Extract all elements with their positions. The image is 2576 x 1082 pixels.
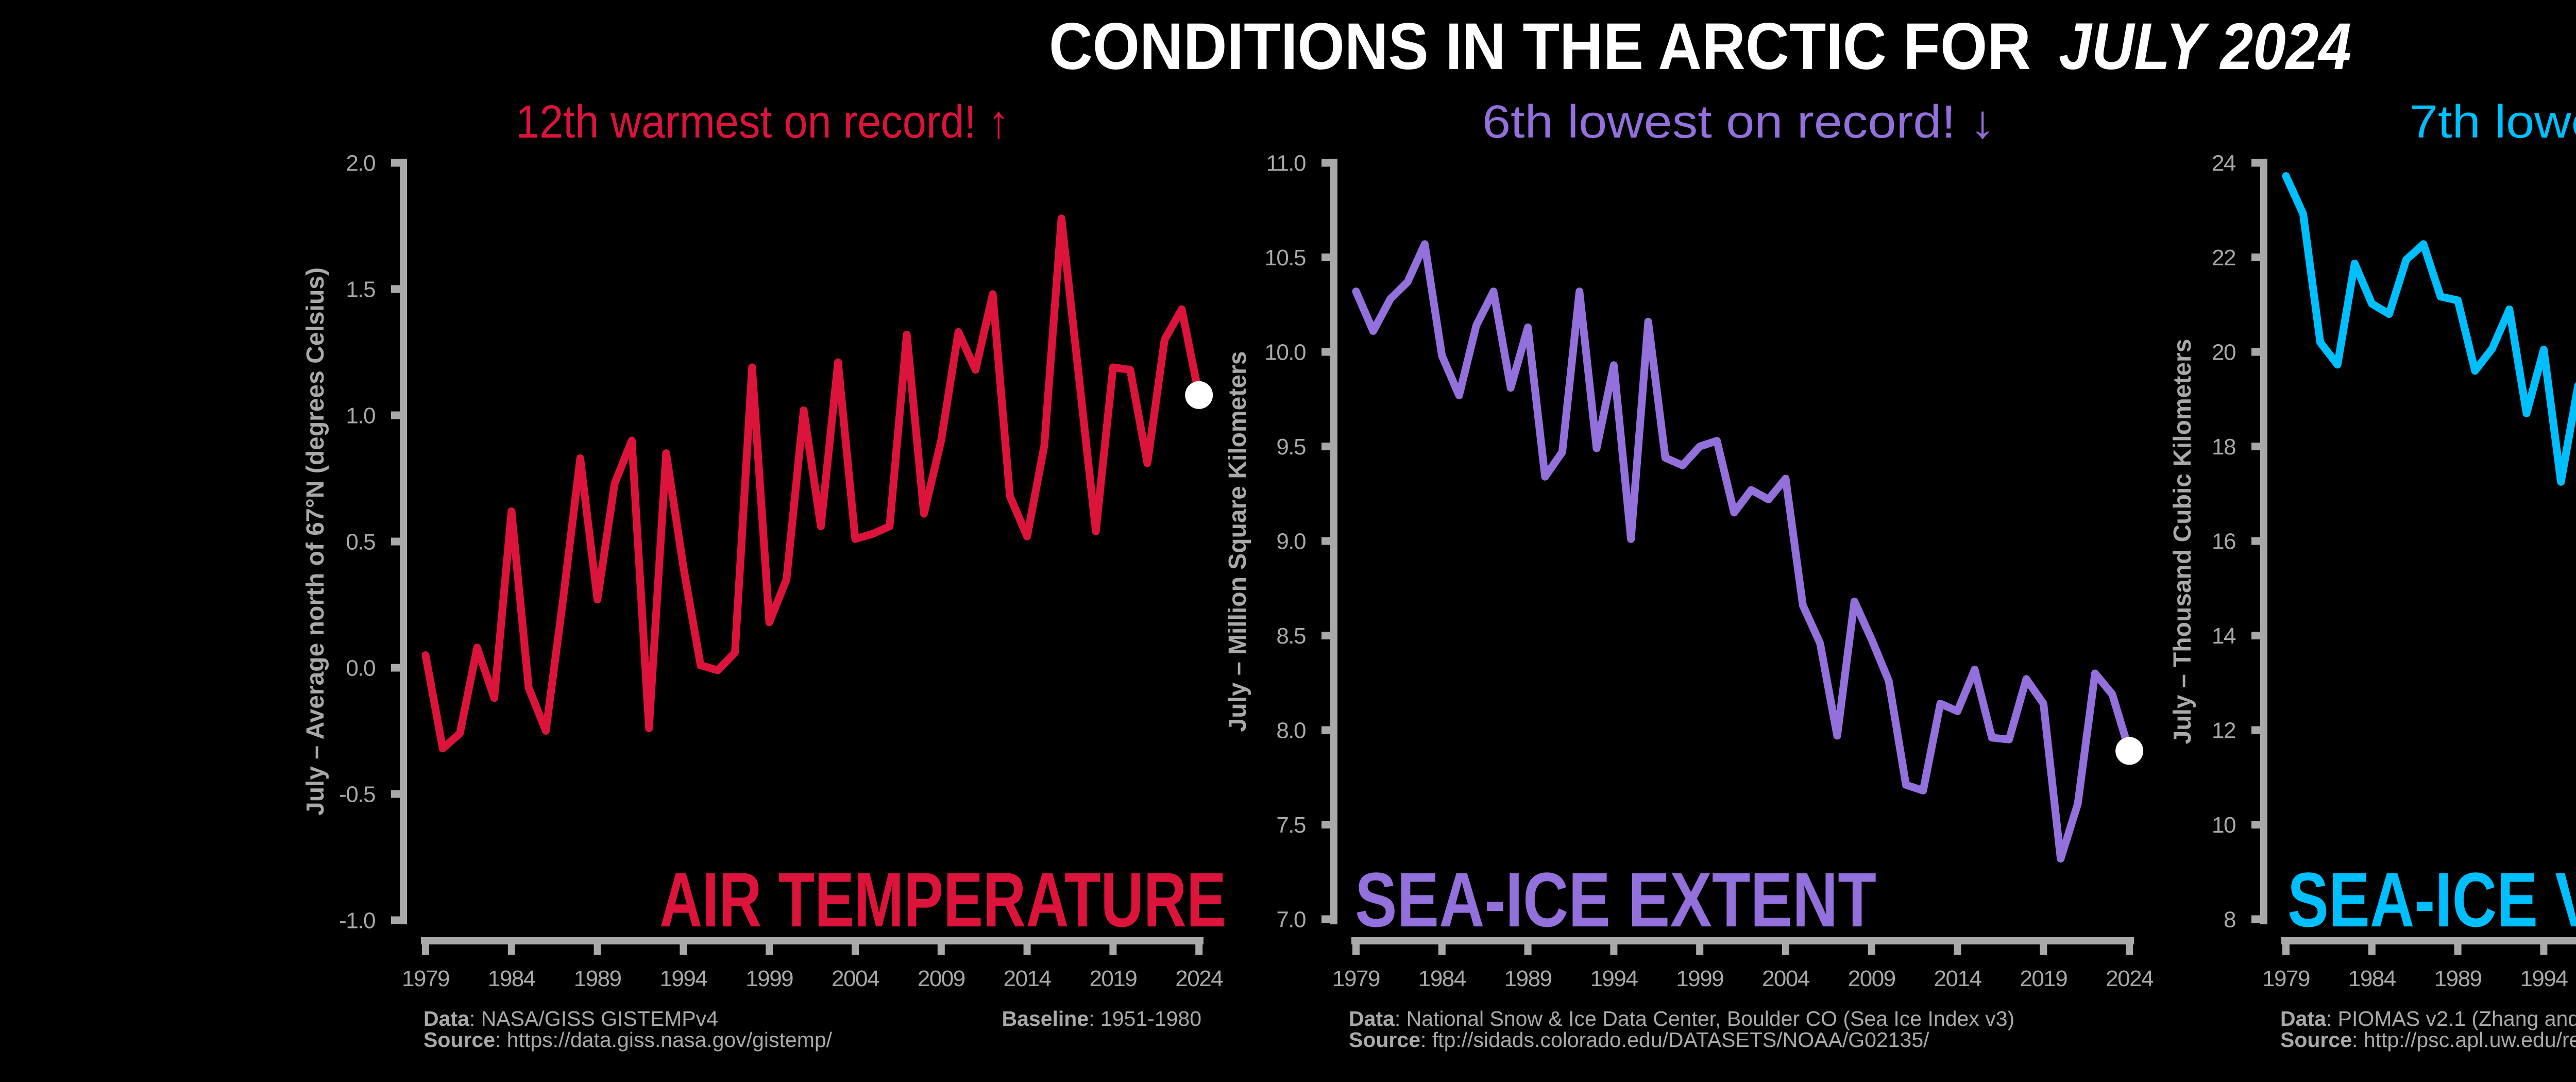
svg-text:2004: 2004 (832, 966, 879, 991)
svg-text:6th lowest on record! ↓: 6th lowest on record! ↓ (1482, 96, 1995, 148)
svg-text:9.0: 9.0 (1276, 529, 1306, 554)
svg-text:24: 24 (2212, 151, 2236, 176)
svg-text:2004: 2004 (1762, 966, 1810, 991)
svg-text:12: 12 (2212, 718, 2235, 743)
svg-text:7.5: 7.5 (1276, 813, 1306, 838)
svg-text:2014: 2014 (1934, 966, 1982, 991)
svg-text:8: 8 (2224, 907, 2235, 933)
svg-text:2024: 2024 (2106, 966, 2154, 991)
svg-text:7th lowest on record! ↓: 7th lowest on record! ↓ (2410, 96, 2576, 148)
svg-text:Data: NASA/GISS GISTEMPv4: Data: NASA/GISS GISTEMPv4 (423, 1007, 718, 1030)
svg-text:July – Thousand Cubic Kilomete: July – Thousand Cubic Kilometers (2169, 339, 2196, 745)
svg-text:2024: 2024 (1175, 966, 1223, 991)
svg-text:SEA-ICE EXTENT: SEA-ICE EXTENT (1355, 856, 1876, 943)
svg-text:1994: 1994 (1590, 966, 1638, 991)
svg-text:2009: 2009 (918, 966, 965, 991)
svg-text:0.5: 0.5 (346, 530, 375, 555)
svg-text:Source: ftp://sidads.colorado.: Source: ftp://sidads.colorado.edu/DATASE… (1349, 1028, 1929, 1052)
svg-text:1999: 1999 (1676, 966, 1723, 991)
svg-text:-1.0: -1.0 (339, 908, 375, 934)
svg-text:1984: 1984 (488, 966, 536, 991)
svg-text:2014: 2014 (1004, 966, 1052, 991)
svg-text:11.0: 11.0 (1266, 151, 1306, 176)
svg-text:1984: 1984 (1418, 966, 1466, 991)
svg-text:1984: 1984 (2348, 966, 2396, 991)
svg-text:SEA-ICE VOLUME: SEA-ICE VOLUME (2287, 856, 2576, 943)
svg-text:Data: PIOMAS v2.1 (Zhang and R: Data: PIOMAS v2.1 (Zhang and Rothrock, 2… (2280, 1007, 2576, 1030)
svg-text:1.0: 1.0 (346, 403, 375, 429)
svg-text:JULY 2024: JULY 2024 (2059, 10, 2351, 83)
svg-text:July – Million Square Kilomete: July – Million Square Kilometers (1224, 351, 1251, 732)
svg-text:CONDITIONS IN THE ARCTIC FOR: CONDITIONS IN THE ARCTIC FOR (1049, 10, 2031, 83)
svg-text:1994: 1994 (659, 966, 707, 991)
svg-text:1989: 1989 (1504, 966, 1552, 991)
svg-text:7.0: 7.0 (1276, 907, 1306, 933)
svg-text:8.0: 8.0 (1276, 718, 1306, 743)
svg-text:9.5: 9.5 (1276, 434, 1306, 460)
svg-text:2009: 2009 (1848, 966, 1895, 991)
svg-text:22: 22 (2212, 245, 2235, 270)
svg-text:1999: 1999 (745, 966, 793, 991)
svg-text:8.5: 8.5 (1276, 623, 1306, 649)
svg-text:1979: 1979 (402, 966, 449, 991)
svg-text:2019: 2019 (2020, 966, 2067, 991)
svg-text:10.5: 10.5 (1264, 245, 1306, 270)
svg-text:10: 10 (2212, 813, 2235, 838)
svg-text:18: 18 (2212, 434, 2235, 460)
svg-text:1979: 1979 (1332, 966, 1380, 991)
svg-text:1989: 1989 (574, 966, 621, 991)
svg-text:2019: 2019 (1089, 966, 1137, 991)
svg-text:2.0: 2.0 (346, 151, 375, 176)
svg-text:July – Average north of 67°N (: July – Average north of 67°N (degrees Ce… (302, 267, 329, 816)
svg-text:Baseline: 1951-1980: Baseline: 1951-1980 (1002, 1007, 1201, 1030)
svg-text:Data: National Snow & Ice Data: Data: National Snow & Ice Data Center, B… (1349, 1007, 2014, 1030)
svg-text:AIR TEMPERATURE: AIR TEMPERATURE (659, 856, 1226, 943)
svg-text:1979: 1979 (2262, 966, 2310, 991)
svg-text:14: 14 (2212, 623, 2236, 649)
svg-text:16: 16 (2212, 529, 2235, 554)
svg-text:1.5: 1.5 (346, 277, 375, 302)
svg-text:-0.5: -0.5 (339, 782, 375, 807)
svg-text:0.0: 0.0 (346, 656, 375, 681)
svg-text:12th warmest on record! ↑: 12th warmest on record! ↑ (516, 96, 1009, 148)
svg-text:10.0: 10.0 (1264, 340, 1306, 365)
svg-text:1989: 1989 (2434, 966, 2482, 991)
svg-text:Source: http://psc.apl.uw.edu/: Source: http://psc.apl.uw.edu/research/p… (2280, 1028, 2576, 1052)
svg-text:Source: https://data.giss.nasa: Source: https://data.giss.nasa.gov/giste… (423, 1028, 833, 1052)
svg-text:1994: 1994 (2520, 966, 2568, 991)
svg-text:20: 20 (2212, 340, 2235, 365)
